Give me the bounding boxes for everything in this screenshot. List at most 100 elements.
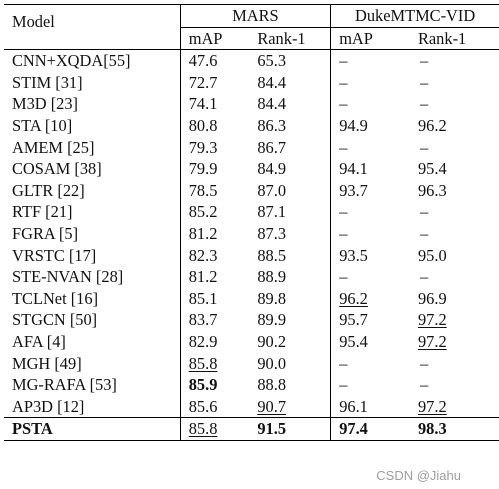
value-cell: 96.3 xyxy=(417,180,447,200)
model-cell: PSTA xyxy=(4,417,181,441)
value-cell: – xyxy=(419,72,429,92)
value-cell: 88.5 xyxy=(251,244,332,267)
model-cell: MGH [49] xyxy=(4,352,181,375)
value-cell: 79.9 xyxy=(188,159,218,179)
value-cell: – xyxy=(419,94,429,114)
table-row: AMEM [25] 79.3 86.7 – – xyxy=(4,136,499,159)
value-cell: – xyxy=(419,267,429,287)
model-cell: MG-RAFA [53] xyxy=(4,374,181,396)
table-row: AP3D [12] 85.6 90.7 96.1 97.2 xyxy=(4,395,499,418)
value-cell: 87.0 xyxy=(251,179,332,202)
value-cell: 96.1 xyxy=(339,396,368,416)
value-cell: – xyxy=(419,223,429,243)
value-cell: 82.3 xyxy=(188,245,218,265)
header-group-dukemtmc-vid: DukeMTMC-VID xyxy=(330,4,499,28)
value-cell: – xyxy=(330,49,412,72)
header-metric: Rank-1 xyxy=(417,28,467,48)
value-cell: – xyxy=(411,49,499,72)
value-cell: 65.3 xyxy=(251,49,332,72)
value-cell: – xyxy=(419,137,429,157)
value-cell: 88.8 xyxy=(251,374,332,396)
value-cell: 80.8 xyxy=(188,115,218,135)
value-cell: 85.2 xyxy=(188,202,218,222)
value-cell: – xyxy=(339,353,348,373)
table-row: FGRA [5] 81.2 87.3 – – xyxy=(4,222,499,245)
value-cell: – xyxy=(419,353,429,373)
value-cell: 93.7 xyxy=(339,180,368,200)
value-cell: 47.6 xyxy=(180,49,252,72)
value-cell: 96.2 xyxy=(417,115,447,135)
table-row: STGCN [50] 83.7 89.9 95.7 97.2 xyxy=(4,309,499,331)
value-cell: – xyxy=(339,94,348,114)
value-cell: 96.9 xyxy=(417,288,447,308)
model-cell: RTF [21] xyxy=(4,201,181,223)
table-row: CNN+XQDA[55] 47.6 65.3 – – xyxy=(4,49,499,72)
value-cell-bold: 85.9 xyxy=(188,375,218,395)
value-cell: – xyxy=(339,72,348,92)
value-cell: – xyxy=(419,375,429,395)
model-cell: STGCN [50] xyxy=(4,309,181,331)
table-row: AFA [4] 82.9 90.2 95.4 97.2 xyxy=(4,330,499,353)
value-cell: – xyxy=(339,202,348,222)
value-cell: 82.9 xyxy=(188,331,218,351)
model-cell: AMEM [25] xyxy=(4,136,181,159)
value-cell: 87.1 xyxy=(251,201,332,223)
value-cell: 95.4 xyxy=(339,331,368,351)
value-cell: 95.7 xyxy=(339,310,368,330)
value-cell: 90.2 xyxy=(251,330,332,353)
value-cell: 79.3 xyxy=(188,137,218,157)
table-row: M3D [23] 74.1 84.4 – – xyxy=(4,93,499,115)
header-group-mars: MARS xyxy=(180,4,332,28)
model-cell: FGRA [5] xyxy=(4,222,181,245)
model-cell: M3D [23] xyxy=(4,93,181,115)
model-cell: STE-NVAN [28] xyxy=(4,266,181,288)
value-cell-underlined: 96.2 xyxy=(339,288,368,308)
value-cell: 81.2 xyxy=(188,267,218,287)
model-cell: CNN+XQDA[55] xyxy=(4,49,181,72)
model-cell: STA [10] xyxy=(4,114,181,137)
watermark: CSDN @Jiahu xyxy=(376,468,461,483)
value-cell: 88.9 xyxy=(251,266,332,288)
value-cell-underlined: 97.2 xyxy=(417,331,447,351)
value-cell: – xyxy=(339,137,348,157)
table-row: VRSTC [17] 82.3 88.5 93.5 95.0 xyxy=(4,244,499,267)
model-cell: COSAM [38] xyxy=(4,158,181,180)
header-metric: mAP xyxy=(339,28,373,48)
model-cell: STIM [31] xyxy=(4,71,181,94)
value-cell-underlined: 90.7 xyxy=(257,396,287,416)
value-cell-underlined: 97.2 xyxy=(417,310,447,330)
value-cell-underlined: 85.8 xyxy=(188,419,218,439)
value-cell: 85.1 xyxy=(188,288,218,308)
value-cell: 81.2 xyxy=(188,223,218,243)
value-cell: 89.9 xyxy=(251,309,332,331)
value-cell-bold: 97.4 xyxy=(330,417,412,441)
value-cell: 95.0 xyxy=(417,245,447,265)
table-row: STIM [31] 72.7 84.4 – – xyxy=(4,71,499,94)
value-cell: 94.1 xyxy=(339,159,368,179)
value-cell: 95.4 xyxy=(417,159,447,179)
value-cell: 94.9 xyxy=(339,115,368,135)
value-cell: 83.7 xyxy=(188,310,218,330)
value-cell: 87.3 xyxy=(251,222,332,245)
value-cell: 84.9 xyxy=(251,158,332,180)
header-metric: Rank-1 xyxy=(251,27,332,50)
value-cell: 90.0 xyxy=(251,352,332,375)
model-cell: AFA [4] xyxy=(4,330,181,353)
value-cell: 84.4 xyxy=(251,93,332,115)
table-row: MGH [49] 85.8 90.0 – – xyxy=(4,352,499,375)
value-cell: – xyxy=(339,267,348,287)
table-row: GLTR [22] 78.5 87.0 93.7 96.3 xyxy=(4,179,499,202)
header-metric: mAP xyxy=(188,28,223,48)
value-cell: 85.6 xyxy=(188,396,218,416)
value-cell-bold: 91.5 xyxy=(251,417,332,441)
table-row: RTF [21] 85.2 87.1 – – xyxy=(4,201,499,223)
model-cell: VRSTC [17] xyxy=(4,244,181,267)
value-cell-bold: 98.3 xyxy=(411,417,499,441)
table-row: COSAM [38] 79.9 84.9 94.1 95.4 xyxy=(4,158,499,180)
table-row: TCLNet [16] 85.1 89.8 96.2 96.9 xyxy=(4,287,499,310)
table-row-psta: PSTA 85.8 91.5 97.4 98.3 xyxy=(4,417,499,441)
value-cell: 72.7 xyxy=(188,72,218,92)
table-row: MG-RAFA [53] 85.9 88.8 – – xyxy=(4,374,499,396)
value-cell: – xyxy=(339,223,348,243)
